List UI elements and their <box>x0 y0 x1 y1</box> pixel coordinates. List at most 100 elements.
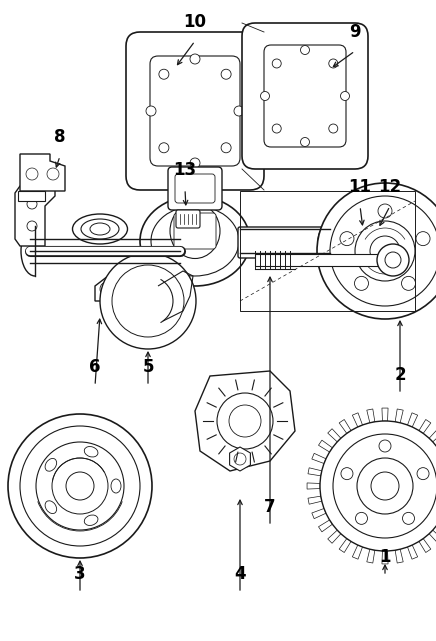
Text: 1: 1 <box>379 548 391 566</box>
Polygon shape <box>318 440 332 452</box>
Circle shape <box>221 143 231 153</box>
FancyBboxPatch shape <box>264 45 346 147</box>
Circle shape <box>27 199 37 209</box>
Circle shape <box>333 434 436 538</box>
Polygon shape <box>395 409 403 423</box>
Circle shape <box>221 69 231 79</box>
Polygon shape <box>307 483 320 489</box>
Circle shape <box>417 468 429 479</box>
Polygon shape <box>367 409 375 423</box>
Polygon shape <box>367 549 375 563</box>
Polygon shape <box>429 429 436 442</box>
Circle shape <box>355 512 368 524</box>
Circle shape <box>341 92 350 101</box>
Text: 6: 6 <box>89 358 101 376</box>
Circle shape <box>8 414 152 558</box>
Circle shape <box>260 92 269 101</box>
Circle shape <box>300 138 310 147</box>
Text: 13: 13 <box>174 161 197 179</box>
Circle shape <box>100 282 114 296</box>
Circle shape <box>113 292 123 302</box>
Circle shape <box>355 221 415 281</box>
Circle shape <box>402 512 415 524</box>
Circle shape <box>416 231 430 246</box>
Circle shape <box>378 204 392 218</box>
Circle shape <box>379 440 391 452</box>
Text: 5: 5 <box>142 358 154 376</box>
Circle shape <box>372 237 392 257</box>
Circle shape <box>370 236 400 266</box>
Circle shape <box>234 106 244 116</box>
Polygon shape <box>429 530 436 544</box>
Circle shape <box>371 472 399 500</box>
Circle shape <box>377 244 409 276</box>
Polygon shape <box>318 520 332 532</box>
Ellipse shape <box>45 501 57 513</box>
Circle shape <box>340 231 354 246</box>
Polygon shape <box>328 530 341 544</box>
Circle shape <box>377 242 387 252</box>
FancyBboxPatch shape <box>126 32 264 190</box>
Polygon shape <box>20 154 65 191</box>
Polygon shape <box>308 496 322 504</box>
Text: 2: 2 <box>394 366 406 384</box>
Ellipse shape <box>45 458 57 471</box>
Polygon shape <box>419 419 431 433</box>
Circle shape <box>36 442 124 530</box>
Text: 3: 3 <box>74 565 86 583</box>
Polygon shape <box>328 429 341 442</box>
Circle shape <box>402 276 416 290</box>
Circle shape <box>326 227 354 255</box>
Text: 10: 10 <box>184 13 207 31</box>
Circle shape <box>159 143 169 153</box>
Polygon shape <box>382 551 388 564</box>
Circle shape <box>190 158 200 168</box>
Polygon shape <box>18 191 45 201</box>
Circle shape <box>329 124 338 133</box>
Circle shape <box>26 168 38 180</box>
Polygon shape <box>339 419 351 433</box>
Circle shape <box>52 458 108 514</box>
Ellipse shape <box>84 515 98 526</box>
Circle shape <box>356 231 384 259</box>
Circle shape <box>330 196 436 306</box>
Circle shape <box>385 252 401 268</box>
FancyBboxPatch shape <box>174 213 216 249</box>
Polygon shape <box>408 413 418 427</box>
Circle shape <box>272 124 281 133</box>
Polygon shape <box>419 538 431 553</box>
Polygon shape <box>312 453 326 463</box>
FancyBboxPatch shape <box>176 210 200 228</box>
Ellipse shape <box>84 447 98 457</box>
Circle shape <box>341 468 353 479</box>
Circle shape <box>190 54 200 64</box>
Polygon shape <box>95 276 125 301</box>
Circle shape <box>362 237 378 253</box>
Ellipse shape <box>170 203 220 258</box>
Circle shape <box>66 472 94 500</box>
Ellipse shape <box>140 196 250 286</box>
Text: 7: 7 <box>264 498 276 516</box>
Circle shape <box>217 393 273 449</box>
Polygon shape <box>352 545 362 559</box>
Text: 4: 4 <box>234 565 246 583</box>
Ellipse shape <box>111 479 121 493</box>
Circle shape <box>146 106 156 116</box>
Bar <box>255 254 390 266</box>
Circle shape <box>159 69 169 79</box>
Circle shape <box>357 458 413 514</box>
Text: 9: 9 <box>349 23 361 41</box>
Circle shape <box>272 59 281 68</box>
Polygon shape <box>408 545 418 559</box>
Circle shape <box>320 421 436 551</box>
Text: 12: 12 <box>378 178 402 196</box>
Circle shape <box>229 405 261 437</box>
Circle shape <box>317 183 436 319</box>
Polygon shape <box>312 508 326 519</box>
Text: 11: 11 <box>348 178 371 196</box>
Polygon shape <box>195 371 295 471</box>
Circle shape <box>100 253 196 349</box>
Circle shape <box>112 265 184 337</box>
Polygon shape <box>339 538 351 553</box>
FancyBboxPatch shape <box>238 227 332 258</box>
